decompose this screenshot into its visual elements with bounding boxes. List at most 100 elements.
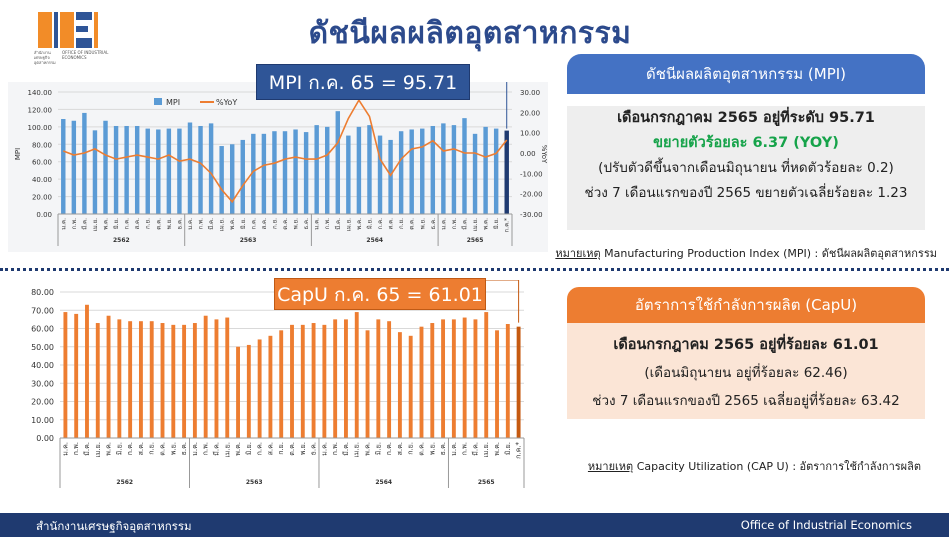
- oie-logo: [34, 8, 114, 64]
- x-group-label: 2563: [246, 479, 263, 486]
- oie-logo-icon: [38, 12, 98, 48]
- bar: [113, 125, 119, 214]
- bar: [177, 128, 182, 214]
- bar: [303, 132, 309, 214]
- x-tick-label: ม.ค.: [61, 442, 69, 456]
- x-tick-label: ธ.ค.: [439, 442, 447, 455]
- x-group-label: 2564: [375, 479, 392, 486]
- bar: [419, 326, 424, 438]
- x-tick-label: มี.ค.: [334, 218, 342, 230]
- y-tick-label: 70.00: [31, 306, 54, 315]
- x-tick-label: ม.ค.: [450, 442, 458, 456]
- x-tick-label: พ.ย.: [419, 218, 426, 229]
- x-tick-label: ม.ค.: [440, 218, 447, 230]
- bar: [261, 133, 267, 214]
- legend-swatch-mpi: [154, 98, 162, 105]
- mpi-summary-level: เดือนกรกฎาคม 2565 อยู่ที่ระดับ 95.71: [617, 110, 875, 126]
- bar: [103, 120, 108, 214]
- bar: [240, 139, 245, 214]
- x-group-label: 2562: [116, 479, 133, 486]
- bar: [397, 332, 402, 438]
- bar: [95, 323, 100, 438]
- bar: [451, 125, 457, 214]
- footer-org-thai: สำนักงานเศรษฐกิจอุตสาหกรรม: [36, 519, 192, 533]
- x-tick-label: ก.พ.: [71, 218, 78, 229]
- bar: [208, 123, 214, 214]
- capu-callout: CapU ก.ค. 65 = 61.01: [274, 278, 486, 310]
- x-tick-label: ธ.ค.: [303, 218, 310, 230]
- bar: [493, 128, 499, 214]
- bar: [145, 128, 150, 214]
- x-tick-label: ม.ค.: [60, 218, 67, 230]
- bar: [219, 146, 224, 214]
- x-tick-label: พ.ค.: [483, 218, 490, 230]
- bar: [225, 317, 230, 438]
- y-tick-label: 20.00: [32, 194, 52, 202]
- logo-caption-thai: สำนักงาน เศรษฐกิจอุตสาหกรรม: [34, 50, 56, 65]
- x-tick-label: ก.พ.: [198, 218, 205, 229]
- bar: [138, 321, 143, 438]
- mpi-summary-growth: ขยายตัวร้อยละ 6.37 (YOY): [653, 135, 839, 151]
- x-tick-label: เม.ย.: [353, 442, 361, 458]
- bar: [290, 324, 294, 438]
- y2-tick-label: 10.00: [520, 130, 540, 138]
- capu-footnote: หมายเหตุ Capacity Utilization (CAP U) : …: [560, 457, 921, 475]
- y-tick-label: 40.00: [31, 361, 54, 370]
- legend-label-yoy: %YoY: [216, 98, 237, 107]
- x-tick-label: ส.ค.: [134, 218, 141, 230]
- x-tick-label: ต.ค.: [409, 218, 416, 230]
- bar: [325, 126, 330, 214]
- bar: [495, 330, 499, 438]
- callout-leader: [506, 82, 508, 129]
- bar: [430, 323, 435, 438]
- x-tick-label: พ.ค.: [229, 218, 236, 230]
- mpi-summary-panel: เดือนกรกฎาคม 2565 อยู่ที่ระดับ 95.71 ขยา…: [567, 106, 925, 230]
- bar: [279, 330, 284, 438]
- x-tick-label: ก.พ.: [202, 442, 210, 455]
- capu-footnote-text: Capacity Utilization (CAP U) : อัตราการใ…: [633, 460, 921, 473]
- bar: [293, 129, 298, 214]
- x-tick-label: ก.ค.: [126, 442, 134, 455]
- mpi-summary-ytd: ช่วง 7 เดือนแรกของปี 2565 ขยายตัวเฉลี่ยร…: [584, 185, 908, 201]
- x-tick-label: มี.ค.: [80, 218, 88, 230]
- bar: [504, 130, 509, 214]
- y-tick-label: 100.00: [28, 124, 53, 132]
- x-tick-label: ธ.ค.: [176, 218, 183, 230]
- yoy-line: [62, 98, 508, 204]
- bar: [268, 335, 273, 438]
- x-tick-label: ก.พ.: [72, 442, 80, 455]
- bar: [187, 122, 193, 214]
- x-tick-label: เม.ย.: [223, 442, 231, 458]
- x-tick-label: ก.ค.*: [515, 442, 523, 459]
- x-tick-label: ก.ค.: [250, 218, 257, 230]
- bar: [505, 324, 510, 438]
- x-tick-label: มี.ค.: [471, 442, 479, 456]
- bar: [92, 130, 98, 214]
- x-tick-label: ต.ค.: [288, 442, 296, 456]
- x-tick-label: ก.ย.: [271, 218, 278, 229]
- bar: [134, 125, 140, 214]
- x-tick-label: มี.ค.: [83, 442, 91, 456]
- x-tick-label: พ.ค.: [105, 442, 113, 456]
- x-tick-label: พ.ย.: [166, 218, 173, 229]
- x-tick-label: ก.ค.*: [504, 218, 511, 232]
- x-tick-label: ส.ค.: [388, 218, 395, 230]
- x-tick-label: เม.ย.: [345, 218, 352, 231]
- bar: [365, 330, 370, 438]
- bar: [462, 118, 467, 214]
- x-tick-label: ธ.ค.: [180, 442, 188, 455]
- bar: [61, 119, 66, 214]
- bar: [451, 319, 456, 438]
- bar: [462, 317, 467, 438]
- x-group-label: 2564: [366, 237, 383, 244]
- bar: [117, 319, 122, 438]
- y-tick-label: 140.00: [28, 89, 53, 97]
- x-tick-label: ต.ค.: [417, 442, 425, 456]
- bar: [408, 335, 413, 438]
- bar: [171, 324, 176, 438]
- x-tick-label: ก.ค.: [377, 218, 384, 230]
- x-tick-label: พ.ย.: [299, 442, 307, 455]
- bar: [214, 319, 219, 438]
- x-tick-label: พ.ค.: [234, 442, 242, 456]
